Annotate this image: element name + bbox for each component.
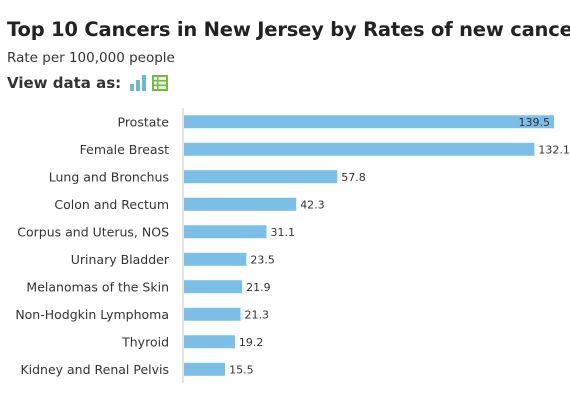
bar[interactable] bbox=[184, 197, 297, 211]
bar[interactable] bbox=[184, 307, 241, 321]
view-data-label: View data as: bbox=[7, 74, 122, 92]
bars bbox=[184, 115, 554, 376]
data-label: 15.5 bbox=[229, 363, 254, 376]
bar[interactable] bbox=[184, 142, 535, 156]
data-label: 42.3 bbox=[300, 198, 325, 211]
category-label: Lung and Bronchus bbox=[49, 169, 169, 184]
category-label: Colon and Rectum bbox=[54, 197, 169, 212]
data-label: 23.5 bbox=[250, 253, 275, 266]
data-label: 19.2 bbox=[239, 336, 264, 349]
category-label: Urinary Bladder bbox=[71, 252, 170, 267]
category-labels: Prostate Female Breast Lung and Bronchus Co… bbox=[15, 114, 170, 377]
category-label: Melanomas of the Skin bbox=[26, 279, 169, 294]
data-label: 132.1 bbox=[538, 143, 570, 156]
bar[interactable] bbox=[184, 362, 226, 376]
bar[interactable] bbox=[184, 252, 247, 266]
category-label: Prostate bbox=[118, 114, 170, 129]
data-label: 21.9 bbox=[246, 281, 271, 294]
chart-title: Top 10 Cancers in New Jersey by Rates of… bbox=[7, 18, 570, 41]
category-label: Kidney and Renal Pelvis bbox=[20, 362, 169, 377]
chart-subtitle: Rate per 100,000 people bbox=[7, 50, 175, 66]
category-label: Non-Hodgkin Lymphoma bbox=[15, 307, 169, 322]
value-labels: 139.5 132.1 57.8 42.3 31.1 23.5 21.9 21.3 19.2 15… bbox=[229, 116, 570, 377]
view-data-toggle: View data as: bbox=[7, 73, 173, 93]
data-label: 21.3 bbox=[244, 308, 269, 321]
bar[interactable] bbox=[184, 280, 243, 294]
data-label: 139.5 bbox=[519, 116, 551, 129]
bar[interactable] bbox=[184, 335, 235, 349]
table-icon[interactable] bbox=[151, 74, 169, 92]
category-label: Female Breast bbox=[80, 142, 169, 157]
category-label: Corpus and Uterus, NOS bbox=[17, 224, 169, 239]
data-label: 31.1 bbox=[270, 226, 295, 239]
category-label: Thyroid bbox=[121, 334, 169, 349]
bar[interactable] bbox=[184, 225, 267, 239]
bar[interactable] bbox=[184, 115, 554, 129]
bar-chart-icon[interactable] bbox=[129, 74, 147, 92]
bar[interactable] bbox=[184, 170, 338, 184]
data-label: 57.8 bbox=[341, 171, 366, 184]
